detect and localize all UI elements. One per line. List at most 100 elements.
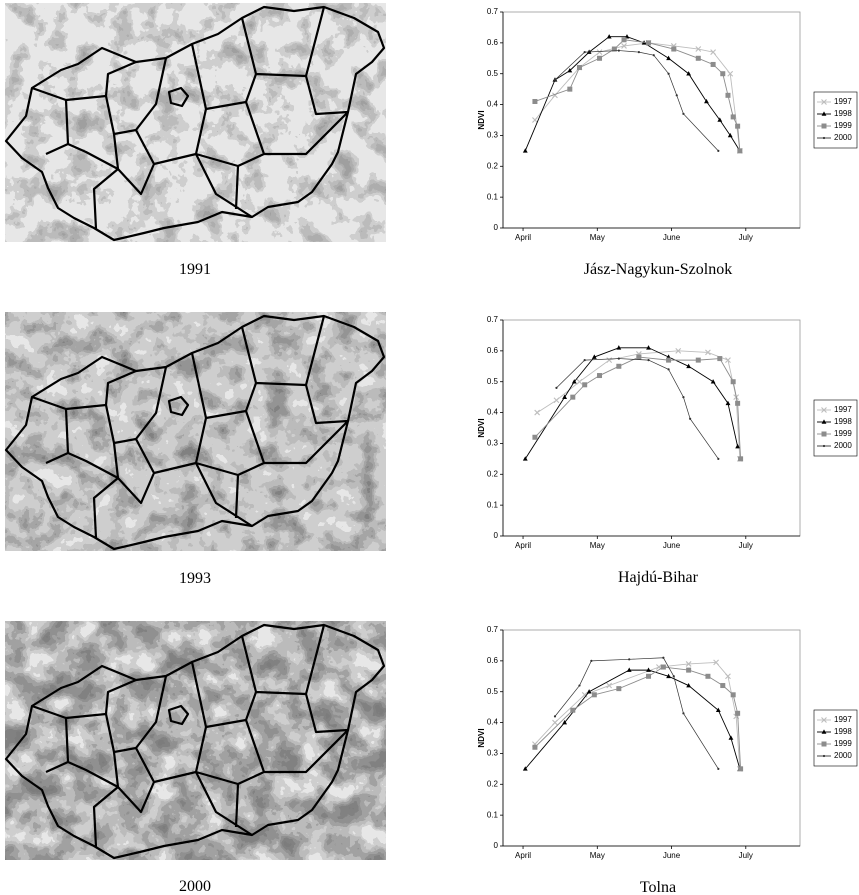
point-marker bbox=[628, 658, 631, 661]
point-marker bbox=[695, 357, 701, 363]
point-marker bbox=[710, 61, 716, 67]
point-marker bbox=[737, 148, 743, 154]
point-marker bbox=[725, 673, 731, 680]
plot-area bbox=[502, 629, 801, 847]
point-marker bbox=[689, 417, 692, 420]
point-marker bbox=[730, 692, 736, 698]
x-tick-label: April bbox=[515, 233, 531, 242]
plot-area bbox=[502, 319, 801, 537]
map-panel: 1993 bbox=[4, 312, 386, 587]
point-marker bbox=[616, 363, 622, 369]
point-marker bbox=[553, 397, 560, 404]
point-marker bbox=[611, 46, 617, 52]
y-tick-label: 0.2 bbox=[487, 779, 499, 788]
legend-label: 1999 bbox=[834, 429, 852, 438]
point-marker bbox=[704, 98, 709, 104]
point-marker bbox=[738, 456, 744, 462]
map-panel: 1991 bbox=[4, 3, 386, 278]
point-marker bbox=[666, 55, 671, 61]
point-marker bbox=[686, 363, 692, 369]
point-marker bbox=[534, 409, 541, 416]
y-tick-label: 0.1 bbox=[487, 192, 499, 201]
legend-label: 1997 bbox=[834, 715, 852, 724]
series-line bbox=[536, 350, 741, 459]
point-marker bbox=[591, 354, 597, 359]
x-tick-label: May bbox=[590, 851, 605, 860]
point-marker bbox=[570, 394, 576, 400]
y-tick-label: 0.7 bbox=[487, 315, 499, 324]
y-axis-label: NDVI bbox=[477, 110, 486, 129]
y-axis-label: NDVI bbox=[477, 728, 486, 747]
x-tick-label: April bbox=[515, 541, 531, 550]
point-marker bbox=[616, 345, 622, 350]
point-marker bbox=[590, 659, 593, 662]
legend-label: 1998 bbox=[834, 727, 852, 736]
point-marker bbox=[735, 400, 741, 406]
legend-marker bbox=[821, 729, 827, 734]
point-marker bbox=[646, 40, 652, 46]
point-marker bbox=[562, 719, 568, 725]
y-axis-label: NDVI bbox=[477, 418, 486, 437]
y-tick-label: 0.1 bbox=[487, 810, 499, 819]
point-marker bbox=[666, 673, 671, 679]
y-tick-label: 0.2 bbox=[487, 161, 499, 170]
point-marker bbox=[735, 443, 741, 449]
x-tick-label: May bbox=[590, 541, 605, 550]
series-line bbox=[524, 669, 741, 770]
point-marker bbox=[583, 51, 586, 54]
y-tick-label: 0.5 bbox=[487, 377, 499, 386]
point-marker bbox=[578, 684, 581, 687]
point-marker bbox=[586, 689, 592, 694]
y-tick-label: 0 bbox=[494, 531, 499, 540]
legend-marker bbox=[822, 136, 826, 140]
point-marker bbox=[617, 357, 620, 360]
point-marker bbox=[553, 715, 557, 718]
point-marker bbox=[606, 34, 612, 39]
y-tick-label: 0.2 bbox=[487, 469, 499, 478]
point-marker bbox=[705, 349, 711, 356]
point-marker bbox=[555, 386, 558, 389]
point-marker bbox=[695, 55, 701, 61]
y-tick-label: 0 bbox=[494, 841, 499, 850]
point-marker bbox=[710, 379, 716, 384]
point-marker bbox=[671, 46, 677, 52]
y-tick-label: 0.3 bbox=[487, 131, 499, 140]
point-marker bbox=[667, 72, 670, 75]
point-marker bbox=[686, 667, 692, 673]
point-marker bbox=[552, 719, 558, 726]
series-line bbox=[534, 666, 742, 769]
chart-title: Jász-Nagykun-Szolnok bbox=[584, 261, 732, 278]
legend-label: 1999 bbox=[834, 739, 852, 748]
point-marker bbox=[597, 55, 603, 61]
point-marker bbox=[567, 68, 573, 73]
point-marker bbox=[617, 49, 620, 52]
point-marker bbox=[596, 49, 603, 56]
point-marker bbox=[583, 359, 586, 362]
point-marker bbox=[717, 767, 720, 770]
point-marker bbox=[725, 92, 731, 98]
point-marker bbox=[576, 65, 582, 71]
point-marker bbox=[532, 117, 538, 123]
point-marker bbox=[597, 373, 603, 379]
legend-marker bbox=[821, 431, 827, 437]
y-tick-label: 0.7 bbox=[487, 625, 499, 634]
legend-label: 2000 bbox=[834, 133, 852, 142]
point-marker bbox=[591, 692, 597, 698]
map-raster bbox=[5, 3, 386, 242]
point-marker bbox=[666, 357, 672, 363]
point-marker bbox=[522, 148, 528, 153]
point-marker bbox=[662, 656, 665, 659]
legend-marker bbox=[821, 111, 827, 116]
legend-marker bbox=[822, 444, 826, 448]
legend-marker bbox=[821, 99, 827, 105]
series-line bbox=[534, 39, 741, 151]
point-marker bbox=[720, 683, 726, 689]
map-caption: 1991 bbox=[179, 261, 211, 278]
legend-marker bbox=[821, 741, 827, 747]
series-line bbox=[534, 356, 742, 459]
y-tick-label: 0.6 bbox=[487, 38, 499, 47]
point-marker bbox=[717, 149, 720, 152]
point-marker bbox=[675, 347, 682, 354]
legend-marker bbox=[821, 123, 827, 129]
